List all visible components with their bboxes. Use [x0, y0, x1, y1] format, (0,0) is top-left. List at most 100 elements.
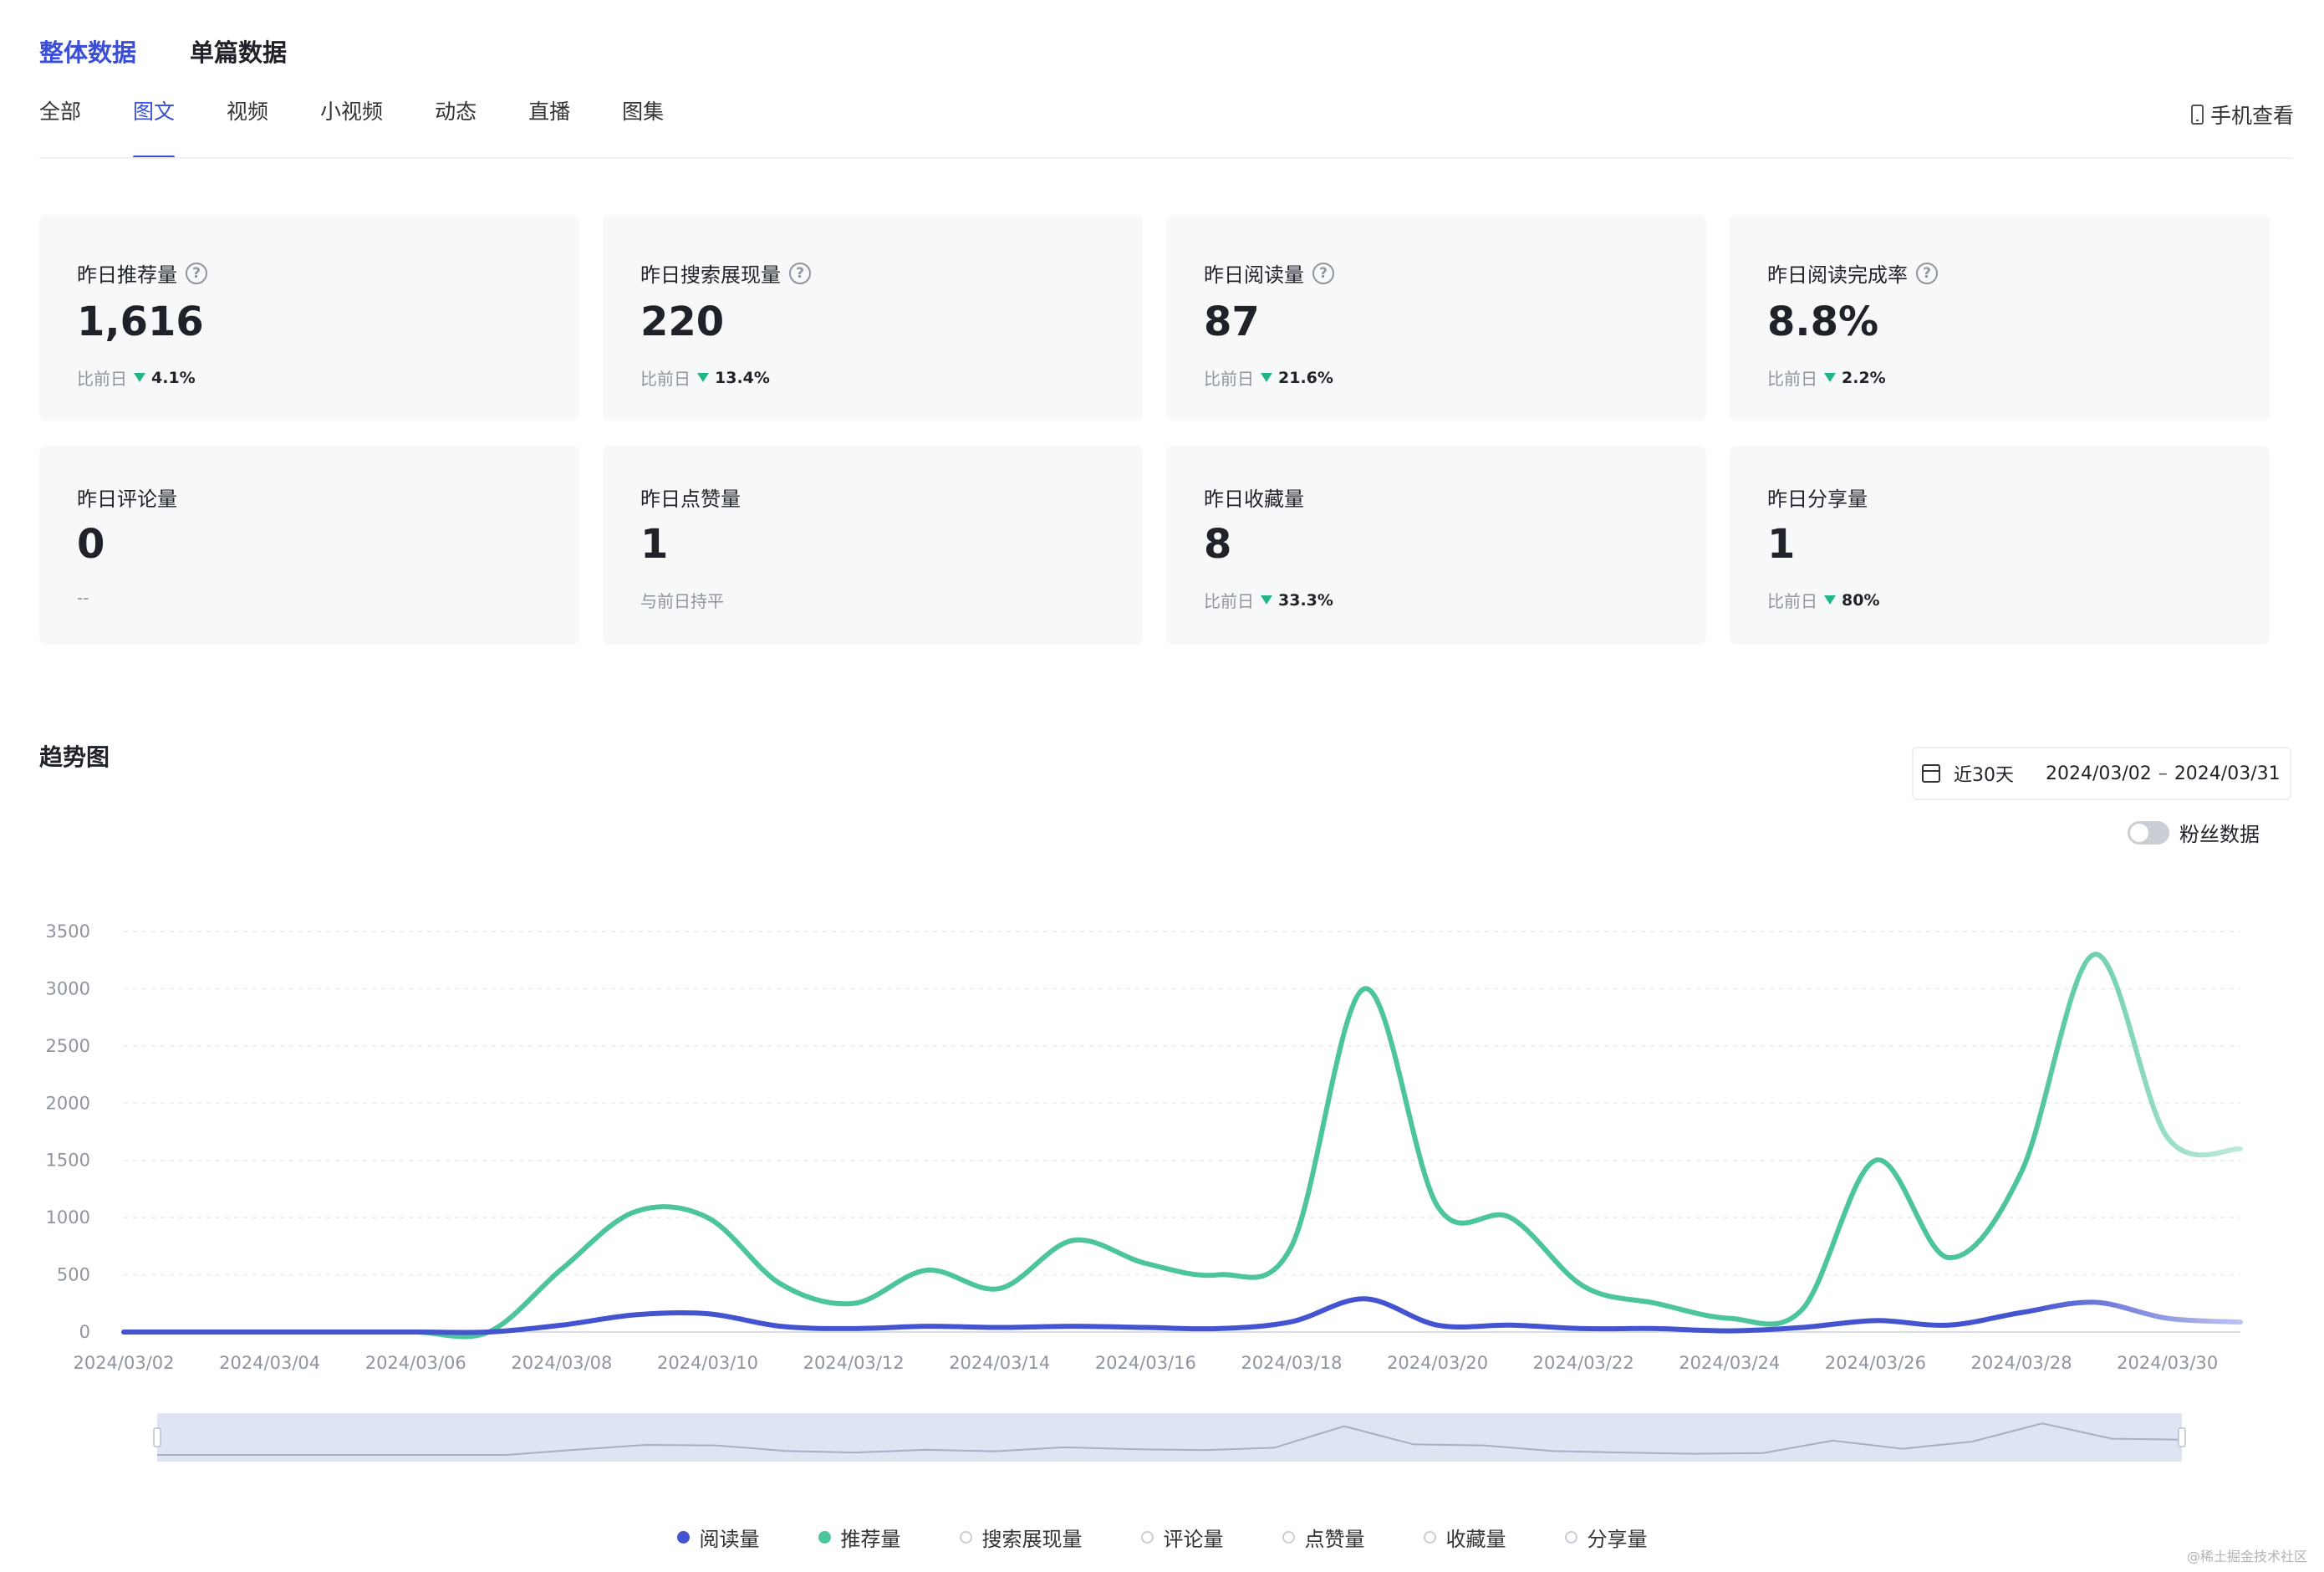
legend-dot [959, 1531, 972, 1544]
stat-card-favorites: 昨日收藏量 8 比前日 33.3% [1166, 446, 1706, 645]
stat-card-completion-rate: 昨日阅读完成率? 8.8% 比前日 2.2% [1730, 215, 2270, 421]
legend-dot [818, 1531, 831, 1544]
x-tick-label: 2024/03/24 [1679, 1353, 1780, 1373]
x-tick-label: 2024/03/08 [511, 1353, 612, 1373]
x-tick-label: 2024/03/12 [803, 1353, 905, 1373]
stat-card-recommend: 昨日推荐量? 1,616 比前日 4.1% [39, 215, 579, 421]
chart-legend: 阅读量 推荐量 搜索展现量 评论量 点赞量 收藏量 分享量 [0, 1523, 2324, 1552]
y-tick-label: 3000 [46, 978, 90, 998]
legend-item-favorites[interactable]: 收藏量 [1423, 1523, 1506, 1552]
tab-gallery[interactable]: 图集 [622, 100, 665, 124]
legend-label: 分享量 [1587, 1528, 1648, 1551]
legend-item-shares[interactable]: 分享量 [1564, 1523, 1648, 1552]
legend-label: 收藏量 [1445, 1528, 1506, 1551]
card-label: 昨日搜索展现量 [640, 263, 781, 287]
mobile-view-label: 手机查看 [2209, 104, 2294, 128]
date-separator: – [2158, 763, 2168, 784]
tabs-divider [39, 157, 2293, 159]
date-range-preset[interactable]: 近30天 [1954, 765, 2014, 786]
card-label: 昨日推荐量 [77, 263, 177, 287]
card-label: 昨日收藏量 [1204, 487, 1304, 511]
compare-label: 比前日 [77, 369, 127, 389]
compare-label: 比前日 [1204, 369, 1254, 389]
help-icon[interactable]: ? [1312, 262, 1334, 284]
compare-percent: 21.6% [1278, 368, 1333, 387]
stat-card-comments: 昨日评论量 0 -- [39, 446, 579, 645]
help-icon[interactable]: ? [1916, 262, 1938, 284]
tab-live[interactable]: 直播 [528, 100, 571, 124]
content-type-tabs: 全部 图文 视频 小视频 动态 直播 图集 [39, 95, 716, 159]
tab-all[interactable]: 全部 [39, 100, 82, 124]
down-arrow-icon [1261, 373, 1272, 382]
top-tabs: 整体数据 单篇数据 [39, 33, 287, 69]
tab-video[interactable]: 视频 [227, 100, 269, 124]
legend-label: 点赞量 [1304, 1528, 1365, 1551]
legend-item-reads[interactable]: 阅读量 [676, 1523, 760, 1552]
compare-percent: 2.2% [1842, 368, 1886, 387]
down-arrow-icon [697, 373, 709, 382]
compare-label: 比前日 [1204, 591, 1254, 611]
tab-single-article-data[interactable]: 单篇数据 [190, 38, 288, 67]
legend-item-comments[interactable]: 评论量 [1140, 1523, 1224, 1552]
x-tick-label: 2024/03/16 [1095, 1353, 1196, 1373]
compare-percent: 13.4% [715, 368, 770, 387]
legend-dot [676, 1531, 690, 1544]
x-tick-label: 2024/03/18 [1241, 1353, 1342, 1373]
mobile-view-button[interactable]: 手机查看 [2190, 100, 2294, 130]
down-arrow-icon [1824, 595, 1836, 605]
legend-item-recommend[interactable]: 推荐量 [818, 1523, 901, 1552]
card-label: 昨日分享量 [1767, 487, 1868, 511]
x-tick-label: 2024/03/22 [1533, 1353, 1634, 1373]
y-tick-label: 3500 [46, 921, 90, 942]
legend-dot [1564, 1531, 1577, 1544]
toggle-switch[interactable] [2128, 820, 2169, 845]
date-range-picker[interactable]: 近30天 2024/03/02 – 2024/03/31 [1912, 747, 2291, 800]
fans-data-label: 粉丝数据 [2179, 823, 2260, 846]
date-start[interactable]: 2024/03/02 [2046, 763, 2152, 784]
fans-data-toggle[interactable]: 粉丝数据 [2128, 818, 2260, 847]
card-value: 220 [640, 299, 725, 345]
compare-label: 比前日 [1767, 591, 1817, 611]
tab-overall-data[interactable]: 整体数据 [39, 38, 137, 67]
series-line-reads [121, 1296, 2243, 1335]
down-arrow-icon [1261, 595, 1272, 605]
legend-item-likes[interactable]: 点赞量 [1282, 1523, 1365, 1552]
card-label: 昨日评论量 [77, 487, 177, 511]
zoom-handle-left [153, 1427, 161, 1447]
stat-card-search-impressions: 昨日搜索展现量? 220 比前日 13.4% [603, 215, 1143, 421]
calendar-icon [1922, 764, 1940, 783]
zoom-handle-right [2178, 1427, 2186, 1447]
tab-short-video[interactable]: 小视频 [320, 100, 384, 124]
y-tick-label: 2500 [46, 1036, 90, 1056]
x-tick-label: 2024/03/02 [73, 1353, 174, 1373]
card-value: 8.8% [1767, 299, 1879, 345]
x-tick-label: 2024/03/30 [2117, 1353, 2218, 1373]
zoom-slider-track [157, 1413, 2182, 1462]
card-value: 0 [77, 521, 105, 568]
compare-label: -- [77, 588, 89, 608]
stat-card-reads: 昨日阅读量? 87 比前日 21.6% [1166, 215, 1706, 421]
compare-percent: 33.3% [1278, 590, 1333, 610]
card-value: 1 [1767, 521, 1796, 568]
down-arrow-icon [1824, 373, 1836, 382]
date-end[interactable]: 2024/03/31 [2174, 763, 2281, 784]
x-tick-label: 2024/03/28 [1971, 1353, 2072, 1373]
watermark: @稀土掘金技术社区 [2186, 1549, 2307, 1564]
y-tick-label: 0 [79, 1322, 90, 1342]
y-tick-label: 1000 [46, 1207, 90, 1227]
tab-article[interactable]: 图文 [133, 95, 176, 159]
legend-dot [1282, 1531, 1295, 1544]
card-value: 8 [1204, 521, 1232, 568]
help-icon[interactable]: ? [789, 262, 811, 284]
tab-moments[interactable]: 动态 [435, 100, 477, 124]
y-tick-label: 500 [57, 1265, 90, 1285]
card-label: 昨日阅读量 [1204, 263, 1304, 287]
x-tick-label: 2024/03/04 [219, 1353, 320, 1373]
trend-line-chart[interactable]: 0 500 1000 1500 2000 2500 3000 3500 2024/03/02 20… [0, 886, 2324, 1488]
stat-card-likes: 昨日点赞量 1 与前日持平 [603, 446, 1143, 645]
legend-item-search-impressions[interactable]: 搜索展现量 [959, 1523, 1083, 1552]
y-tick-label: 2000 [46, 1093, 90, 1113]
phone-icon [2190, 105, 2204, 125]
help-icon[interactable]: ? [186, 262, 207, 284]
toggle-knob [2130, 823, 2148, 842]
